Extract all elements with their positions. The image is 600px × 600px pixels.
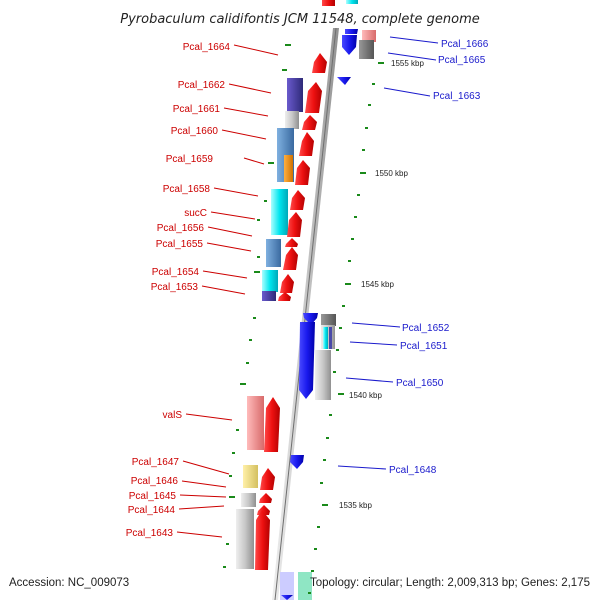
gene-label[interactable]: Pcal_1652 (402, 323, 450, 334)
scale-label: 1550 kbp (375, 169, 408, 178)
gene-marker (243, 465, 258, 488)
gene-label[interactable]: Pcal_1665 (438, 55, 486, 66)
gene-label[interactable]: Pcal_1666 (441, 39, 489, 50)
gene-marker (359, 40, 374, 59)
gene-marker (241, 493, 256, 507)
gene-marker (236, 509, 254, 569)
gene-marker (315, 350, 331, 400)
gene-reverse (299, 322, 315, 399)
gene-label[interactable]: Pcal_1663 (433, 91, 481, 102)
gene-forward (299, 132, 314, 156)
gene-reverse (342, 35, 357, 55)
gene-forward (255, 510, 270, 570)
gene-label[interactable]: Pcal_1645 (129, 491, 177, 502)
gene-forward (295, 160, 310, 185)
gene-label[interactable]: Pcal_1650 (396, 378, 444, 389)
gene-marker (262, 270, 278, 292)
gene-forward (285, 238, 298, 247)
accession-text: Accession: NC_009073 (9, 577, 129, 589)
gene-marker (247, 396, 264, 450)
gene-marker (285, 111, 299, 129)
gene-label[interactable]: Pcal_1644 (128, 505, 176, 516)
gene-forward (322, 0, 335, 6)
gene-label[interactable]: Pcal_1662 (178, 80, 226, 91)
scale-label: 1535 kbp (339, 501, 372, 510)
gene-label[interactable]: Pcal_1651 (400, 341, 448, 352)
gene-forward (302, 115, 317, 130)
gene-label[interactable]: Pcal_1658 (163, 184, 211, 195)
gene-reverse (345, 29, 358, 34)
leader-lines-left (176, 44, 279, 538)
gene-forward (283, 247, 298, 270)
map-title: Pyrobaculum calidifontis JCM 11548, comp… (120, 12, 480, 27)
gene-forward (280, 274, 294, 293)
gene-label[interactable]: Pcal_1661 (173, 104, 221, 115)
gene-marker (280, 572, 294, 600)
gene-marker (287, 78, 303, 112)
scale-label: 1545 kbp (361, 280, 394, 289)
genome-summary-text: Topology: circular; Length: 2,009,313 bp… (310, 577, 590, 589)
gene-marker (323, 327, 328, 349)
gene-forward (264, 397, 280, 452)
gene-label[interactable]: Pcal_1656 (157, 223, 205, 234)
gene-forward (278, 292, 291, 301)
gene-label[interactable]: Pcal_1659 (166, 154, 214, 165)
gene-marker (271, 189, 288, 235)
gene-reverse (337, 77, 351, 85)
gene-label[interactable]: Pcal_1643 (126, 528, 174, 539)
gene-marker (266, 239, 281, 267)
gene-marker (284, 155, 293, 182)
gene-label[interactable]: Pcal_1660 (171, 126, 219, 137)
gene-forward (290, 190, 305, 210)
gene-label[interactable]: sucC (184, 208, 207, 219)
gene-forward (259, 493, 272, 503)
gene-label[interactable]: Pcal_1664 (183, 42, 231, 53)
gene-marker (262, 291, 276, 301)
gene-label[interactable]: valS (163, 410, 183, 421)
leader-lines-right (337, 36, 439, 470)
gene-label[interactable]: Pcal_1654 (152, 267, 200, 278)
gene-label[interactable]: Pcal_1653 (151, 282, 199, 293)
gene-reverse (281, 595, 293, 600)
gene-forward (287, 212, 302, 237)
gene-label[interactable]: Pcal_1648 (389, 465, 437, 476)
gene-reverse (290, 455, 304, 469)
gene-label[interactable]: Pcal_1647 (132, 457, 180, 468)
gene-forward (346, 0, 358, 4)
gene-label[interactable]: Pcal_1646 (131, 476, 179, 487)
scale-label: 1540 kbp (349, 391, 382, 400)
gene-forward (312, 53, 327, 73)
gene-marker (362, 30, 376, 42)
gene-marker (321, 314, 336, 326)
gene-label[interactable]: Pcal_1655 (156, 239, 204, 250)
gene-forward (257, 505, 270, 515)
tick-marks (223, 44, 384, 594)
gene-marker (329, 327, 332, 349)
gene-forward (260, 468, 275, 490)
gene-reverse (303, 313, 318, 325)
gene-forward (305, 82, 322, 113)
scale-label: 1555 kbp (391, 59, 424, 68)
